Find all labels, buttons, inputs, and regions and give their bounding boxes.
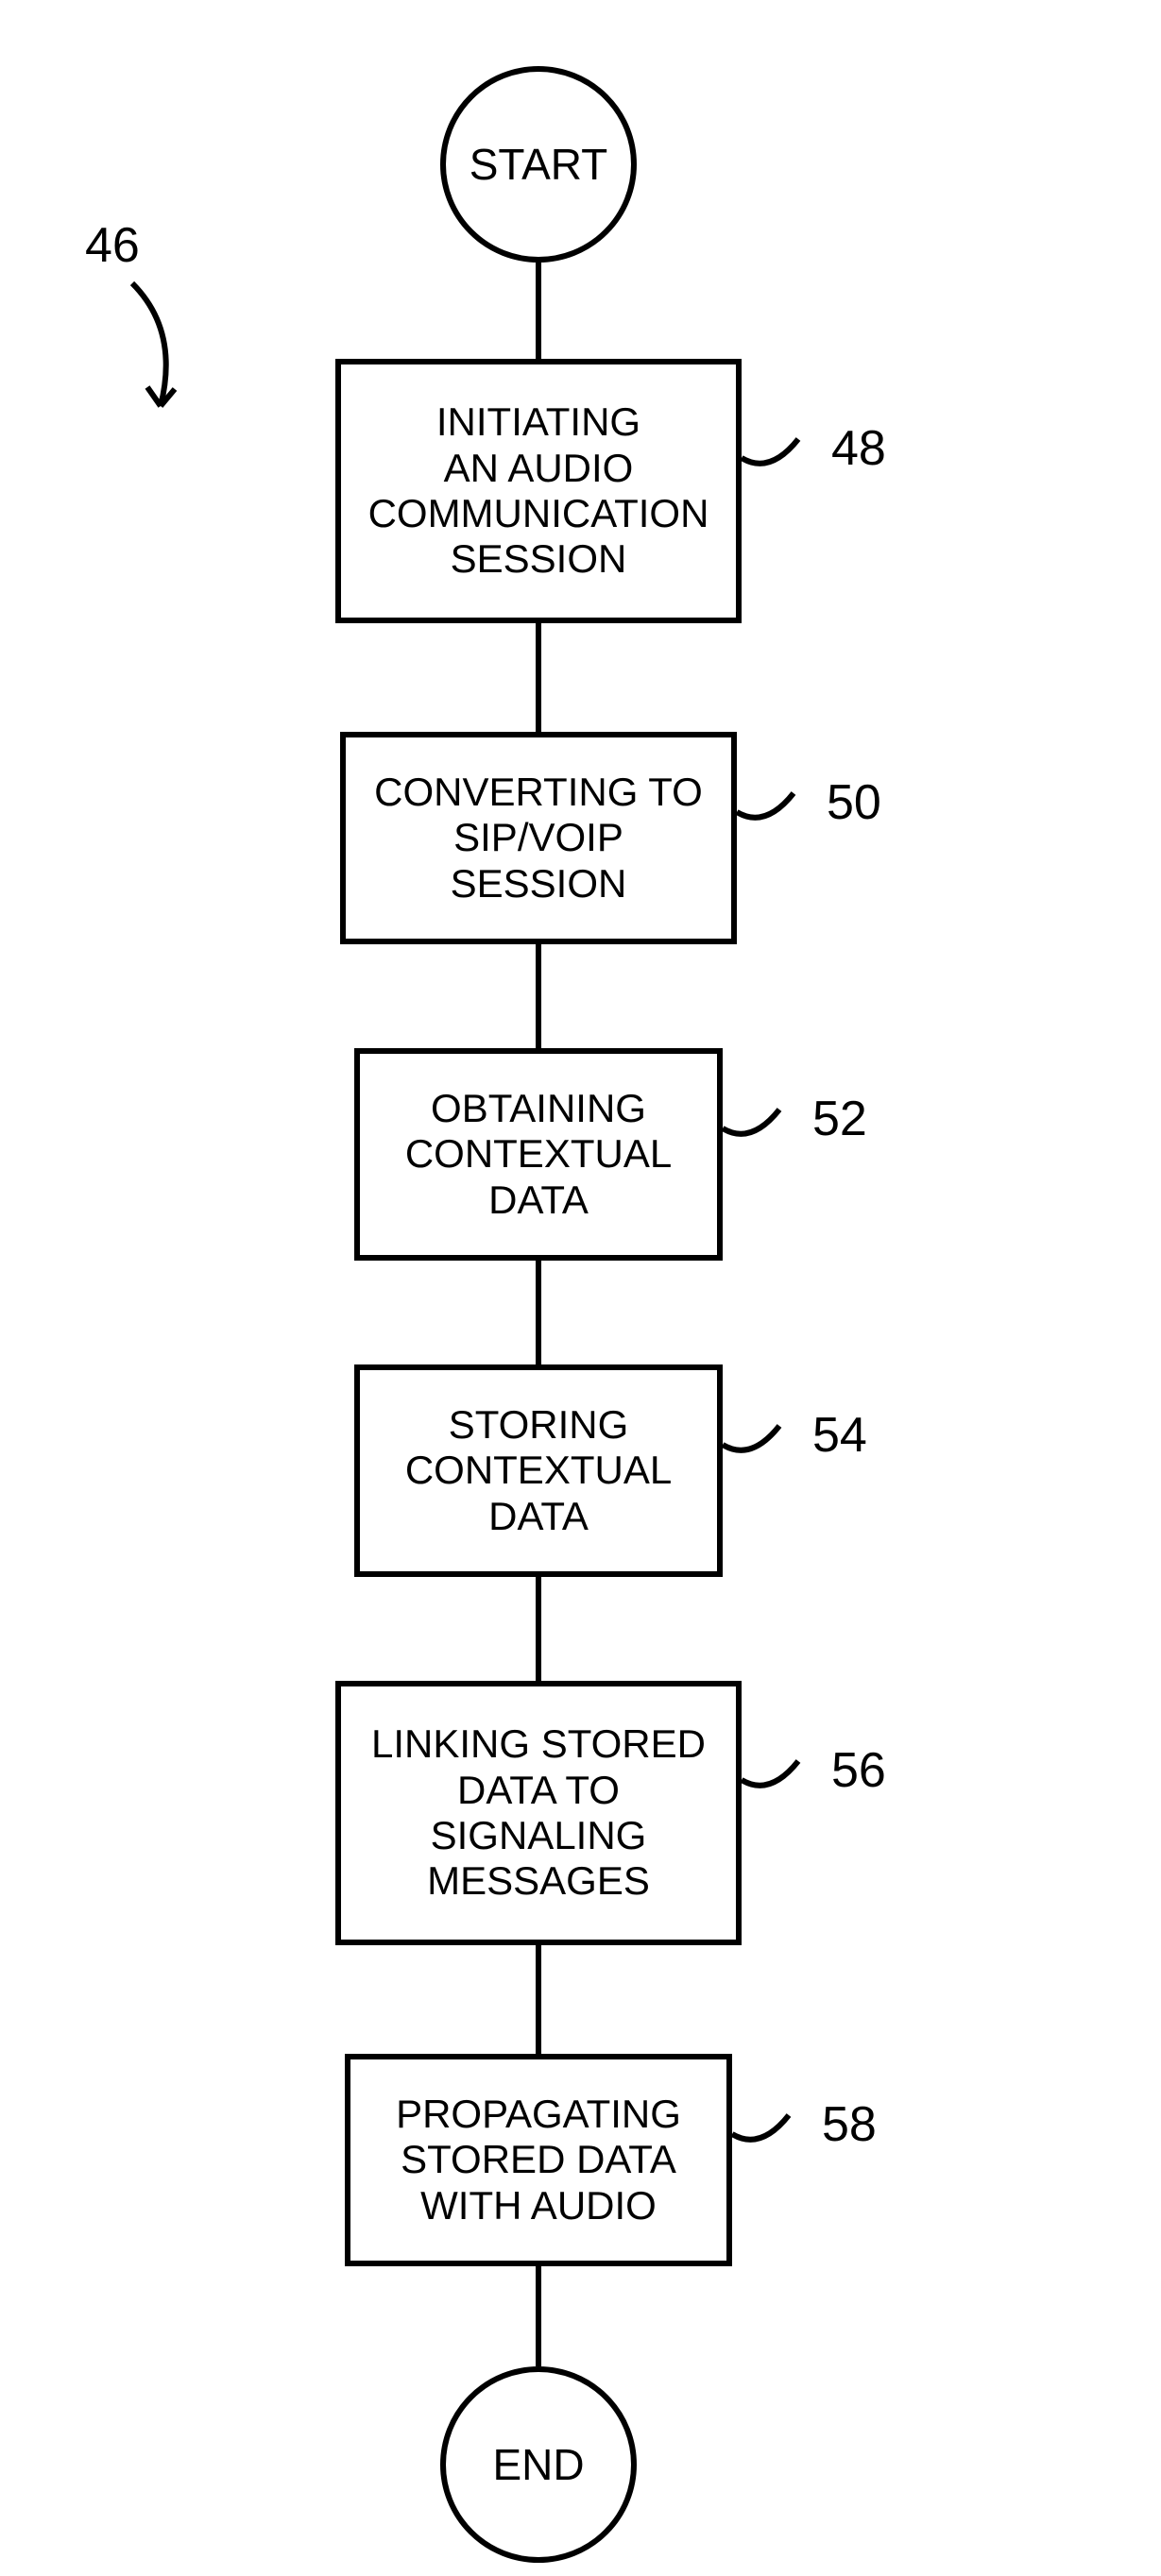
ref-number-58: 58 (822, 2096, 877, 2153)
connector (536, 623, 541, 732)
process-box-linking: LINKING STORED DATA TO SIGNALING MESSAGE… (335, 1681, 742, 1945)
connector (536, 1945, 541, 2054)
process-box-obtaining: OBTAINING CONTEXTUAL DATA (354, 1048, 723, 1261)
process-label: PROPAGATING STORED DATA WITH AUDIO (396, 2092, 681, 2229)
figure-reference-number: 46 (85, 217, 140, 274)
figure-reference-arrow (94, 274, 208, 434)
process-label: INITIATING AN AUDIO COMMUNICATION SESSIO… (368, 399, 709, 582)
ref-number-54: 54 (812, 1407, 867, 1464)
process-label: STORING CONTEXTUAL DATA (405, 1402, 672, 1539)
ref-tick-56 (742, 1752, 808, 1799)
end-label: END (492, 2439, 584, 2490)
ref-number-52: 52 (812, 1091, 867, 1147)
ref-tick-52 (723, 1100, 789, 1147)
ref-number-50: 50 (827, 774, 881, 831)
connector (536, 2266, 541, 2366)
ref-number-48: 48 (831, 420, 886, 477)
connector (536, 944, 541, 1048)
end-terminal: END (440, 2366, 637, 2563)
process-label: OBTAINING CONTEXTUAL DATA (405, 1086, 672, 1223)
flowchart-canvas: 46 START INITIATING AN AUDIO COMMUNICATI… (0, 0, 1161, 2576)
connector (536, 1577, 541, 1681)
start-label: START (470, 139, 608, 190)
connector (536, 1261, 541, 1364)
ref-tick-50 (737, 784, 803, 831)
process-box-propagating: PROPAGATING STORED DATA WITH AUDIO (345, 2054, 732, 2266)
process-box-converting: CONVERTING TO SIP/VOIP SESSION (340, 732, 737, 944)
ref-number-56: 56 (831, 1742, 886, 1799)
process-box-storing: STORING CONTEXTUAL DATA (354, 1364, 723, 1577)
start-terminal: START (440, 66, 637, 263)
ref-tick-54 (723, 1416, 789, 1464)
process-box-initiating: INITIATING AN AUDIO COMMUNICATION SESSIO… (335, 359, 742, 623)
process-label: LINKING STORED DATA TO SIGNALING MESSAGE… (371, 1721, 706, 1904)
ref-tick-58 (732, 2106, 798, 2153)
connector (536, 263, 541, 359)
ref-tick-48 (742, 430, 808, 477)
process-label: CONVERTING TO SIP/VOIP SESSION (374, 770, 703, 907)
